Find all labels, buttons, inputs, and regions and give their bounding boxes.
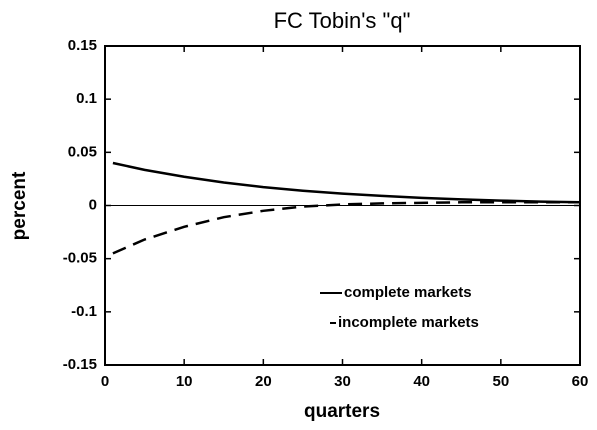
x-tick-label: 20 [255, 373, 272, 390]
y-axis-label: percent [9, 171, 30, 240]
y-tick-label: 0 [89, 196, 97, 213]
y-tick-label: -0.15 [63, 356, 97, 373]
y-tick-label: -0.1 [71, 303, 97, 320]
chart-title: FC Tobin's "q" [274, 8, 411, 33]
x-tick-label: 40 [413, 373, 430, 390]
x-tick-label: 60 [572, 373, 589, 390]
series-line [112, 201, 580, 255]
y-tick-label: 0.05 [68, 143, 97, 160]
x-axis-label: quarters [304, 401, 380, 422]
x-tick-label: 50 [492, 373, 509, 390]
series-line [112, 161, 581, 204]
y-tick-label: 0.15 [68, 37, 97, 54]
legend-label: complete markets [344, 284, 472, 301]
legend-label: incomplete markets [338, 314, 479, 331]
x-tick-label: 10 [176, 373, 193, 390]
x-tick-label: 30 [334, 373, 351, 390]
y-tick-label: 0.1 [76, 90, 97, 107]
x-tick-label: 0 [101, 373, 109, 390]
y-tick-label: -0.05 [63, 250, 97, 267]
